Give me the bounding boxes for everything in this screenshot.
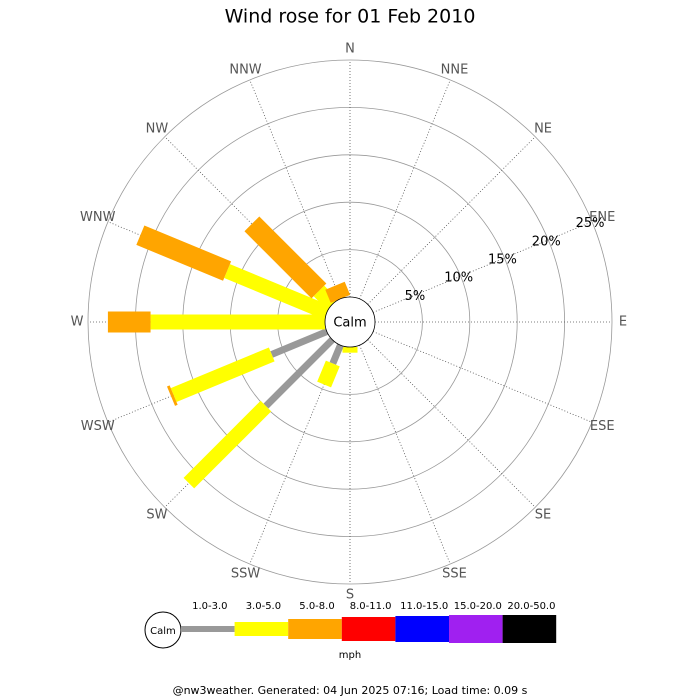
bar-segment xyxy=(270,328,329,358)
bar-segment xyxy=(313,285,338,310)
legend-label: 15.0-20.0 xyxy=(454,601,502,612)
direction-label: ESE xyxy=(590,419,615,434)
legend-label: 1.0-3.0 xyxy=(192,601,227,612)
direction-label: WSW xyxy=(81,419,115,434)
chart-title: Wind rose for 01 Feb 2010 xyxy=(225,6,476,28)
bar-segment xyxy=(170,347,275,402)
legend-label: 20.0-50.0 xyxy=(507,601,555,612)
ring-label: 20% xyxy=(532,234,561,249)
legend-swatch xyxy=(181,626,235,632)
direction-label: N xyxy=(345,42,355,57)
bar-segment xyxy=(329,343,344,365)
legend-calm-label: Calm xyxy=(150,626,176,637)
bar-segment xyxy=(244,216,327,299)
legend-swatch xyxy=(449,615,503,643)
rose: N NNE NE ENE E ESE SE SSE S SSW SW WSW W WNW NW NNW 5% 10… xyxy=(71,42,628,603)
direction-label: NE xyxy=(534,121,552,136)
calm-circle xyxy=(324,296,376,348)
direction-label: S xyxy=(346,588,354,603)
direction-label: NNW xyxy=(229,62,261,77)
direction-label: SE xyxy=(535,508,551,523)
ring-label: 10% xyxy=(444,271,473,286)
legend-label: 5.0-8.0 xyxy=(299,601,334,612)
legend-label: 11.0-15.0 xyxy=(400,601,448,612)
legend-swatch xyxy=(288,619,342,639)
calm-label: Calm xyxy=(333,316,366,331)
legend-swatch xyxy=(395,616,449,642)
bar-segment xyxy=(224,264,330,320)
ring xyxy=(87,59,613,585)
bar-segment xyxy=(166,385,178,406)
legend-label: 8.0-11.0 xyxy=(350,601,392,612)
ring-label: 5% xyxy=(405,289,426,304)
legend: Calm 1.0-3.0 3.0-5.0 5.0-8.0 8.0-11.0 11.0-15… xyxy=(144,601,557,661)
direction-label: E xyxy=(619,315,627,330)
spoke xyxy=(372,221,593,313)
bar-segment xyxy=(136,225,232,281)
legend-swatch xyxy=(341,617,396,641)
footer: @nw3weather. Generated: 04 Jun 2025 07:1… xyxy=(173,684,528,697)
bar-segment xyxy=(263,337,335,409)
bar-segment xyxy=(317,360,340,388)
legend-unit: mph xyxy=(339,650,361,661)
direction-label: W xyxy=(71,315,84,330)
spoke xyxy=(249,79,341,300)
direction-label: SSE xyxy=(442,567,467,582)
spoke xyxy=(367,339,536,508)
spoke xyxy=(359,79,451,300)
ring-label: 15% xyxy=(488,253,517,268)
direction-label: WNW xyxy=(80,210,116,225)
bar-segment xyxy=(183,400,272,489)
direction-label: NW xyxy=(146,121,169,136)
spoke xyxy=(359,344,451,565)
spoke xyxy=(367,136,536,305)
direction-label: ENE xyxy=(589,210,615,225)
direction-label: SSW xyxy=(231,567,261,582)
ring-label: 25% xyxy=(576,216,605,231)
legend-label: 3.0-5.0 xyxy=(246,601,281,612)
bar-segment xyxy=(325,281,351,303)
legend-swatch xyxy=(234,622,289,636)
direction-label: NNE xyxy=(441,62,469,77)
spoke xyxy=(372,331,593,423)
direction-label: SW xyxy=(146,508,167,523)
legend-swatch xyxy=(502,615,557,643)
